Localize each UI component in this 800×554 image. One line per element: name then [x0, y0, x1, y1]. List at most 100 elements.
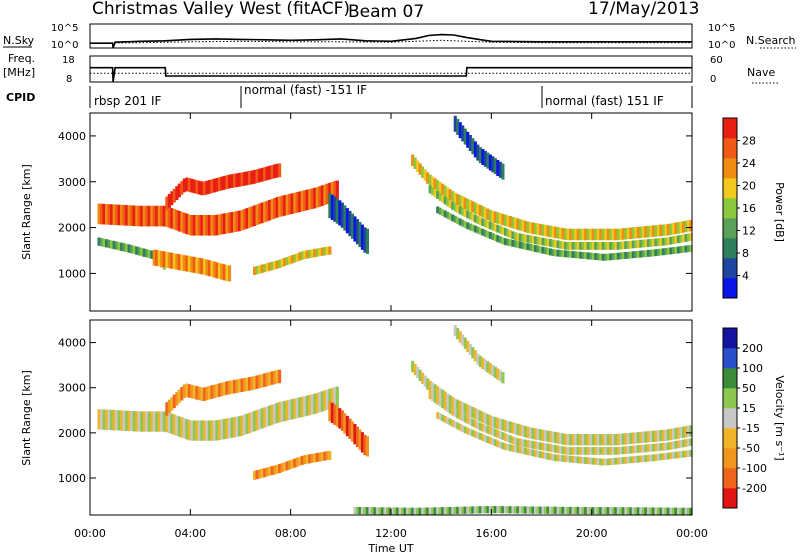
power-echo-cell — [205, 180, 209, 195]
velocity-echo-cell — [569, 447, 573, 455]
power-echo-cell — [689, 244, 693, 252]
power-echo-cell — [471, 201, 475, 213]
velocity-echo-cell — [551, 431, 555, 443]
velocity-echo-cell — [571, 434, 575, 446]
velocity-echo-cell — [142, 411, 146, 432]
velocity-echo-cell — [493, 439, 497, 447]
power-echo-cell — [197, 180, 201, 195]
power-echo-cell — [418, 163, 422, 175]
velocity-echo-cell — [110, 409, 114, 431]
velocity-echo-cell — [606, 458, 610, 466]
velocity-echo-cell — [674, 441, 678, 449]
power-echo-cell — [441, 209, 445, 217]
velocity-echo-cell — [564, 446, 568, 455]
velocity-echo-cell — [195, 386, 199, 400]
power-echo-cell — [293, 192, 297, 214]
power-echo-cell — [175, 186, 179, 200]
velocity-echo-cell — [666, 507, 670, 515]
velocity-echo-cell — [325, 451, 329, 461]
velocity-echo-cell — [498, 431, 502, 439]
power-echo-cell — [310, 188, 314, 209]
power-echo-cell — [438, 207, 442, 215]
power-echo-cell — [501, 213, 505, 226]
power-echo-cell — [574, 228, 578, 241]
power-echo-cell — [436, 206, 440, 214]
velocity-echo-cell — [486, 506, 490, 514]
velocity-echo-cell — [566, 434, 570, 446]
velocity-echo-cell — [531, 449, 535, 457]
velocity-echo-cell — [669, 441, 673, 450]
velocity-echo-cell — [456, 422, 460, 430]
velocity-echo-cell — [539, 442, 543, 450]
velocity-echo-cell — [619, 507, 623, 515]
velocity-echo-cell — [461, 402, 465, 414]
velocity-echo-cell — [496, 430, 500, 438]
velocity-echo-cell — [443, 402, 447, 411]
power-echo-cell — [172, 253, 176, 270]
velocity-echo-cell — [579, 447, 583, 455]
velocity-echo-cell — [629, 432, 633, 444]
power-echo-cell — [664, 224, 668, 236]
velocity-echo-cell — [426, 378, 430, 390]
velocity-echo-cell — [503, 506, 507, 514]
power-echo-band-8 — [428, 185, 693, 250]
power-echo-cell — [162, 251, 166, 268]
power-echo-cell — [423, 169, 427, 181]
power-echo-cell — [222, 264, 226, 281]
power-echo-cell — [604, 253, 608, 261]
colorbar-tick-label: -15 — [742, 422, 760, 435]
velocity-echo-cell — [383, 507, 387, 515]
power-echo-cell — [100, 238, 104, 247]
power-echo-cell — [516, 241, 520, 248]
power-echo-cell — [596, 253, 600, 261]
power-echo-cell — [290, 193, 294, 214]
velocity-echo-cell — [391, 507, 395, 515]
velocity-echo-cell — [275, 464, 279, 474]
velocity-echo-band-4 — [328, 401, 369, 457]
velocity-echo-cell — [468, 428, 472, 436]
velocity-echo-cell — [375, 507, 379, 515]
velocity-echo-cell — [365, 436, 369, 457]
velocity-echo-cell — [463, 337, 467, 349]
power-echo-cell — [348, 210, 352, 237]
velocity-echo-cell — [471, 429, 475, 437]
velocity-echo-cell — [210, 420, 214, 441]
velocity-echo-cell — [498, 418, 502, 430]
power-echo-cell — [508, 239, 512, 247]
velocity-echo-cell — [150, 411, 154, 432]
velocity-echo-cell — [546, 443, 550, 452]
velocity-echo-cell — [132, 411, 136, 432]
velocity-echo-cell — [511, 422, 515, 434]
power-echo-cell — [190, 178, 194, 193]
power-echo-cell — [132, 245, 136, 254]
velocity-echo-cell — [240, 415, 244, 436]
power-echo-cell — [576, 251, 580, 259]
power-echo-cell — [541, 237, 545, 246]
power-echo-cell — [478, 204, 482, 217]
power-echo-cell — [523, 234, 527, 243]
velocity-echo-cell — [360, 507, 364, 515]
velocity-echo-cell — [556, 432, 560, 444]
power-echo-cell — [202, 258, 206, 275]
velocity-echo-cell — [192, 385, 196, 399]
power-echo-cell — [636, 226, 640, 239]
velocity-echo-cell — [235, 379, 239, 393]
power-echo-cell — [127, 205, 131, 226]
power-echo-cell — [140, 247, 144, 257]
power-echo-cell — [491, 156, 495, 173]
y-tick-label: 3000 — [58, 176, 86, 189]
power-panel: Slant Range [km] 4000 3000 2000 1000 28 24 20… — [20, 112, 786, 312]
velocity-echo-cell — [315, 452, 319, 462]
velocity-echo-cell — [614, 507, 618, 515]
power-echo-cell — [594, 242, 598, 250]
freq-left-tick-top: 18 — [62, 55, 75, 66]
power-echo-cell — [614, 228, 618, 241]
velocity-echo-band-2 — [165, 369, 282, 416]
y-tick-label: 2000 — [58, 427, 86, 440]
power-echo-cell — [559, 240, 563, 249]
velocity-echo-cell — [649, 444, 653, 452]
velocity-echo-cell — [423, 507, 427, 515]
velocity-echo-cell — [599, 434, 603, 446]
velocity-echo-cell — [320, 391, 324, 412]
power-echo-cell — [97, 203, 101, 225]
